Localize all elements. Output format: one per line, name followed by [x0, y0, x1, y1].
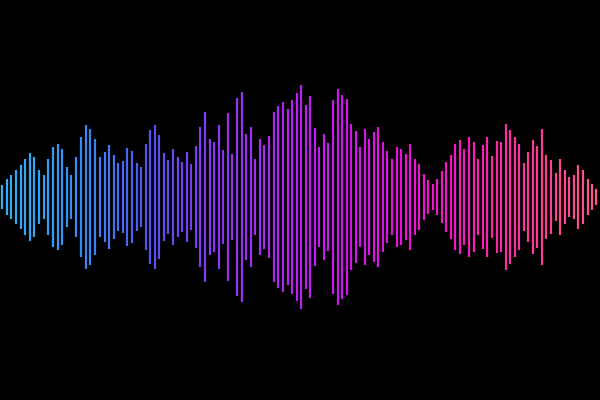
waveform-stage	[0, 85, 598, 309]
audio-waveform	[0, 85, 598, 309]
